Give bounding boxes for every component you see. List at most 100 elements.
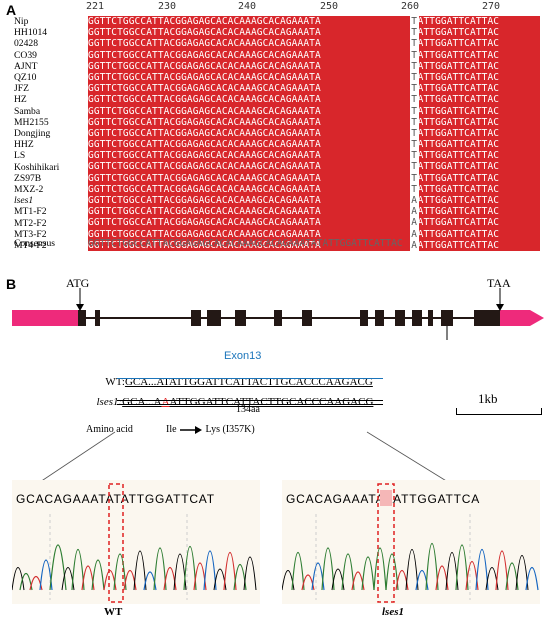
variant-base: T [409, 172, 419, 184]
wt-chrom-label: WT [104, 606, 123, 618]
variant-base: T [409, 71, 419, 84]
sequence-left: GGTTCTGGCCATTACGGAGAGCACACAAAGCACAGAAATA [88, 228, 321, 240]
alignment-block: GGTTCTGGCCATTACGGAGAGCACACAAAGCACAGAAATA… [88, 16, 540, 251]
sample-name: JFZ [14, 83, 29, 95]
sample-name: 02428 [14, 38, 38, 50]
variant-base: T [409, 116, 419, 128]
alignment-row: GGTTCTGGCCATTACGGAGAGCACACAAAGCACAGAAATA… [88, 60, 540, 72]
sequence-left: GGTTCTGGCCATTACGGAGAGCACACAAAGCACAGAAATA [88, 94, 321, 106]
zoom-lines [39, 431, 449, 483]
sequence-right: ATTGGATTCATTAC [417, 206, 500, 218]
alignment-row: GGTTCTGGCCATTACGGAGAGCACACAAAGCACAGAAATA… [88, 127, 540, 140]
sample-name: MT1-F2 [14, 206, 47, 218]
exon-9 [375, 310, 384, 326]
sample-name: MT2-F2 [14, 217, 47, 229]
sequence-left: GGTTCTGGCCATTACGGAGAGCACACAAAGCACAGAAATA [88, 172, 321, 184]
stop-codon-label: TAA [487, 276, 511, 290]
ruler-tick-250: 250 [320, 1, 339, 12]
mutant-seq-start: GCA...A [122, 396, 162, 408]
sample-name: Dongjing [14, 128, 51, 140]
ruler-tick-270: 270 [482, 1, 501, 12]
sample-name: MT3-F2 [14, 228, 47, 240]
alignment-row: GGTTCTGGCCATTACGGAGAGCACACAAAGCACAGAAATA… [88, 228, 540, 240]
sequence-right: ATTGGATTCATTAC [417, 60, 500, 72]
panel-a-label: A [6, 2, 17, 18]
exon-3 [191, 310, 201, 326]
sample-name: MH2155 [14, 116, 49, 128]
alignment-row: GGTTCTGGCCATTACGGAGAGCACACAAAGCACAGAAATA… [88, 161, 540, 173]
consensus-label: Consensus [14, 238, 56, 249]
sample-name: Koshihikari [14, 161, 60, 173]
variant-base: T [409, 60, 419, 72]
sample-names: Nip HH1014 02428 CO39 AJNT QZ10 JFZ HZ Samba MH21… [14, 16, 88, 251]
sample-name: CO39 [14, 49, 37, 61]
sequence-left: GGTTCTGGCCATTACGGAGAGCACACAAAGCACAGAAATA [88, 116, 321, 128]
mutant-base: A [161, 396, 170, 408]
scale-bar [456, 408, 542, 415]
wt-underline-blue [117, 378, 383, 379]
variant-base: T [409, 83, 419, 95]
sequence-left: GGTTCTGGCCATTACGGAGAGCACACAAAGCACAGAAATA [88, 38, 321, 50]
sequence-right: ATTGGATTCATTAC [417, 150, 500, 162]
ruler-tick-221: 221 [86, 1, 105, 12]
exon-11 [412, 310, 422, 326]
exon-4 [207, 310, 221, 326]
ruler-tick-260: 260 [401, 1, 420, 12]
sequence-right: ATTGGATTCATTAC [417, 183, 500, 195]
alignment-row: GGTTCTGGCCATTACGGAGAGCACACAAAGCACAGAAATA… [88, 195, 540, 207]
variant-base: A [409, 228, 419, 240]
sample-name: Nip [14, 16, 29, 27]
sequence-left: GGTTCTGGCCATTACGGAGAGCACACAAAGCACAGAAATA [88, 16, 321, 27]
sample-name: HZ [14, 94, 27, 106]
sequence-left: GGTTCTGGCCATTACGGAGAGCACACAAAGCACAGAAATA [88, 49, 321, 61]
ruler-tick-240: 240 [238, 1, 257, 12]
alignment-row: GGTTCTGGCCATTACGGAGAGCACACAAAGCACAGAAATA… [88, 239, 540, 251]
sequence-left: GGTTCTGGCCATTACGGAGAGCACACAAAGCACAGAAATA [88, 27, 321, 39]
sequence-left: GGTTCTGGCCATTACGGAGAGCACACAAAGCACAGAAATA [88, 150, 321, 162]
sequence-right: ATTGGATTCATTAC [417, 16, 500, 27]
mutant-underline-double [117, 400, 383, 405]
sample-name: AJNT [14, 60, 38, 72]
variant-base: T [409, 49, 419, 61]
arrow-right-icon [180, 425, 203, 434]
ruler-tick-230: 230 [158, 1, 177, 12]
start-codon-label: ATG [66, 276, 90, 290]
sequence-left: GGTTCTGGCCATTACGGAGAGCACACAAAGCACAGAAATA [88, 60, 321, 72]
variant-base: T [409, 105, 419, 117]
wt-chrom-sequence: GCACAGAAATATATTGGATTCAT [16, 492, 215, 506]
sample-name: HHZ [14, 139, 34, 151]
sample-name: lses1 [14, 195, 34, 207]
sequence-left: GGTTCTGGCCATTACGGAGAGCACACAAAGCACAGAAATA [88, 217, 321, 229]
variant-base: T [409, 38, 419, 50]
sequence-right: ATTGGATTCATTAC [417, 217, 500, 229]
exon-8 [360, 310, 368, 326]
sample-name: QZ10 [14, 72, 37, 84]
alignment-row: GGTTCTGGCCATTACGGAGAGCACACAAAGCACAGAAATA… [88, 16, 540, 28]
aa-change-code: (I357K) [222, 424, 255, 435]
sequence-right: ATTGGATTCATTAC [417, 49, 500, 61]
exon-5 [235, 310, 246, 326]
mutant-sequence-row: lses1:GCA...AAATTGGATTCATTACTTGCACCCAAGA… [91, 384, 374, 408]
sequence-left: GGTTCTGGCCATTACGGAGAGCACACAAAGCACAGAAATA [88, 71, 321, 83]
exon-13 [441, 310, 453, 326]
variant-base: A [409, 217, 419, 229]
sample-name: ZS97B [14, 172, 42, 184]
sequence-right: ATTGGATTCATTAC [417, 195, 500, 206]
sample-name: MT4-F2 [14, 240, 47, 252]
wt-sequence-row: WT:GCA...ATATTGGATTCATTACTTGCACCCAAGACG [100, 364, 373, 388]
sequence-left: GGTTCTGGCCATTACGGAGAGCACACAAAGCACAGAAATA [88, 239, 321, 251]
sequence-left: GGTTCTGGCCATTACGGAGAGCACACAAAGCACAGAAATA [88, 127, 321, 139]
scale-bar-label: 1kb [478, 391, 498, 406]
variant-base: T [409, 161, 419, 173]
wt-mutation-box [108, 483, 124, 603]
alignment-row: GGTTCTGGCCATTACGGAGAGCACACAAAGCACAGAAATA… [88, 172, 540, 184]
alignment-row: GGTTCTGGCCATTACGGAGAGCACACAAAGCACAGAAATA… [88, 139, 540, 151]
variant-base: T [409, 183, 419, 195]
sample-name: Samba [14, 105, 41, 117]
alignment-row: GGTTCTGGCCATTACGGAGAGCACACAAAGCACAGAAATA… [88, 49, 540, 61]
aa-change-row: Ile Lys (I357K) [166, 424, 255, 435]
sequence-right: ATTGGATTCATTAC [417, 239, 500, 251]
sequence-right: ATTGGATTCATTAC [417, 127, 500, 139]
sample-name: HH1014 [14, 27, 48, 39]
